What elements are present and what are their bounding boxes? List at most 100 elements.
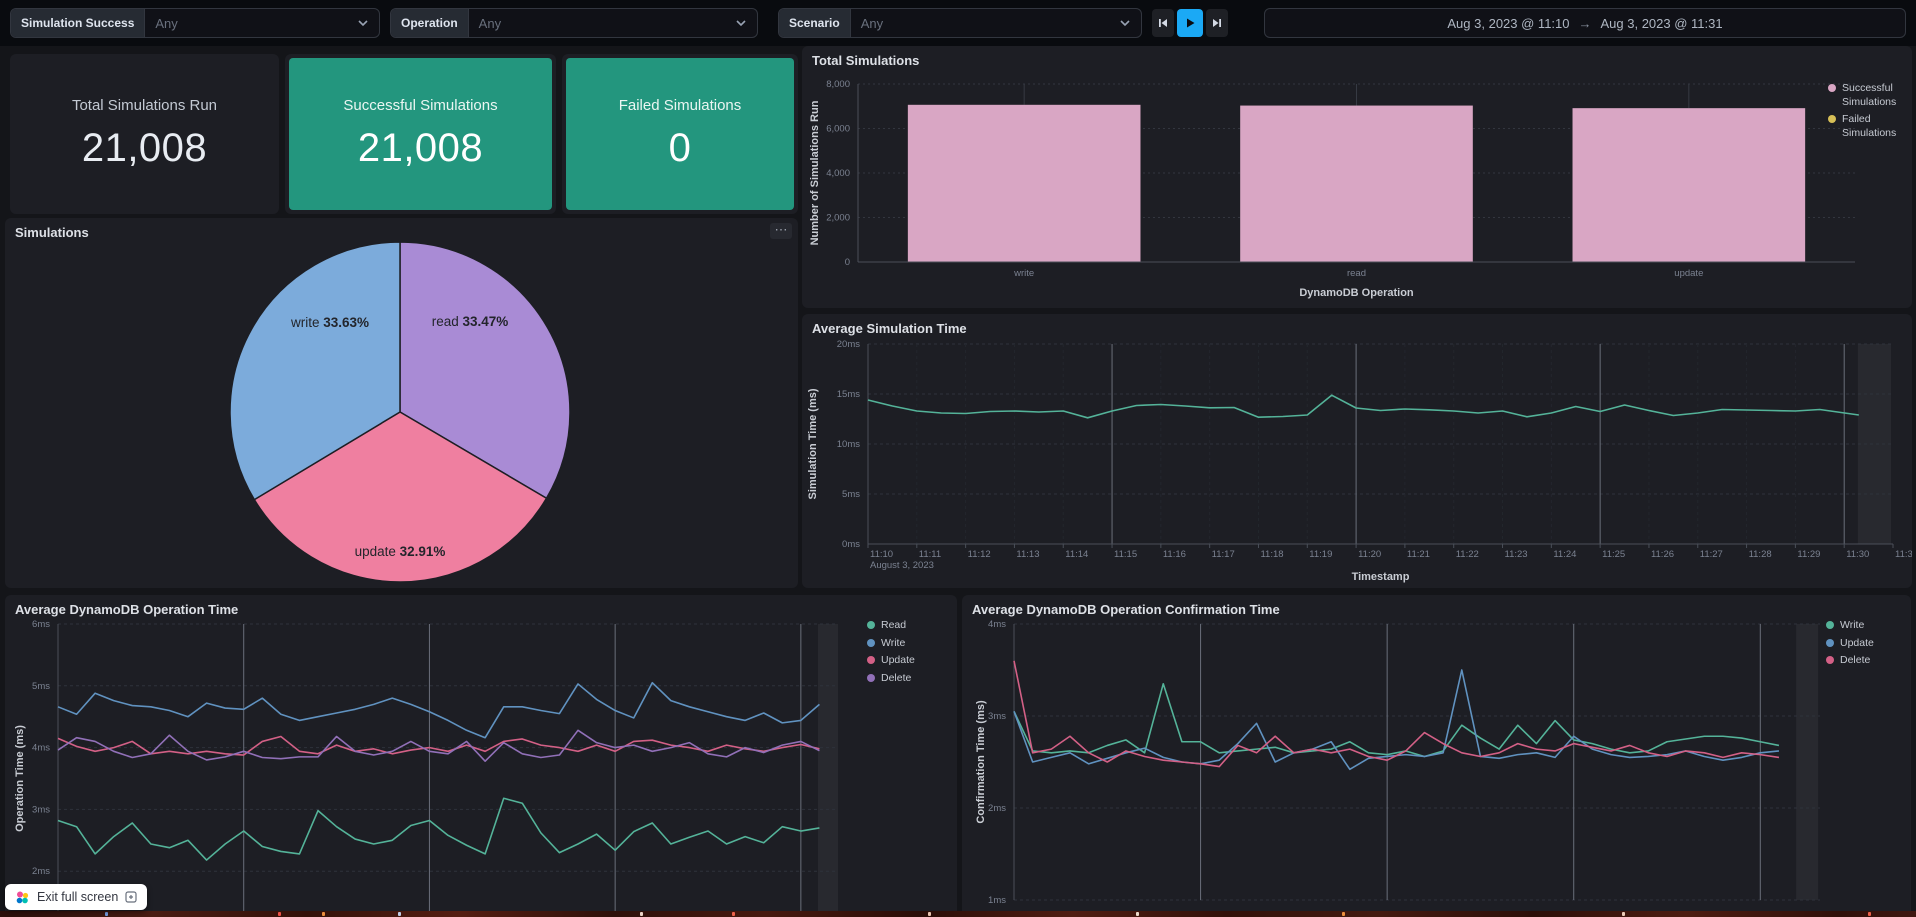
svg-text:11:28: 11:28 [1749, 549, 1772, 560]
legend-item[interactable]: Update [867, 654, 915, 668]
svg-text:11:24: 11:24 [1553, 549, 1576, 560]
filter-label: Operation [391, 9, 469, 37]
panel-total-simulations-bar: Total Simulations 0 2,000 4,000 6,000 8,000 w… [802, 46, 1912, 308]
svg-text:Confirmation Time (ms): Confirmation Time (ms) [975, 700, 987, 824]
filter-operation[interactable]: Operation Any [390, 8, 758, 38]
svg-text:11:29: 11:29 [1797, 549, 1820, 560]
legend-item[interactable]: Failed Simulations [1828, 113, 1912, 140]
panel-average-simulation-time: Average Simulation Time 0ms 5ms 10ms 15ms 20… [802, 314, 1912, 588]
chevron-down-icon[interactable] [355, 15, 371, 31]
legend-dot-icon [1826, 638, 1834, 647]
legend-label: Successful Simulations [1842, 82, 1897, 108]
svg-text:8,000: 8,000 [826, 79, 850, 90]
svg-text:5ms: 5ms [32, 681, 50, 692]
svg-text:4ms: 4ms [988, 619, 1006, 630]
average-operation-time-chart[interactable]: 2ms 3ms 4ms 5ms 6ms Operation Time (ms) [5, 595, 957, 917]
svg-text:update 32.91%: update 32.91% [355, 544, 446, 559]
svg-text:10ms: 10ms [837, 439, 860, 450]
svg-text:15ms: 15ms [837, 389, 860, 400]
legend-item[interactable]: Successful Simulations [1828, 82, 1912, 109]
stat-value: 0 [668, 126, 692, 170]
filter-value[interactable]: Any [478, 15, 502, 31]
panel-title: Average DynamoDB Operation Time [15, 602, 239, 617]
step-forward-button[interactable] [1206, 9, 1228, 37]
stat-successful-simulations: Successful Simulations 21,008 [285, 54, 556, 214]
svg-text:6,000: 6,000 [826, 124, 850, 135]
step-forward-icon [1213, 19, 1221, 27]
svg-text:11:31: 11:31 [1895, 549, 1912, 560]
svg-text:Simulation Time (ms): Simulation Time (ms) [807, 388, 819, 499]
svg-text:3ms: 3ms [32, 804, 50, 815]
filter-value[interactable]: Any [155, 15, 178, 31]
total-simulations-bar-chart[interactable]: 0 2,000 4,000 6,000 8,000 write read update Numb… [802, 46, 1912, 308]
legend-item[interactable]: Write [867, 637, 915, 651]
svg-text:11:18: 11:18 [1260, 549, 1283, 560]
legend-dot-icon [867, 656, 875, 665]
svg-text:11:21: 11:21 [1407, 549, 1430, 560]
panel-title: Average Simulation Time [812, 321, 967, 336]
play-icon [1187, 18, 1195, 28]
svg-text:DynamoDB Operation: DynamoDB Operation [1299, 287, 1414, 299]
legend-item[interactable]: Update [1826, 637, 1874, 651]
stat-total-simulations: Total Simulations Run 21,008 [10, 54, 279, 214]
svg-text:11:14: 11:14 [1065, 549, 1088, 560]
below-fold-panel-edge [0, 911, 1916, 917]
svg-text:Number of Simulations Run: Number of Simulations Run [809, 100, 821, 245]
svg-text:Operation Time (ms): Operation Time (ms) [14, 725, 26, 832]
play-button[interactable] [1177, 9, 1203, 37]
panel-title: Simulations [15, 225, 89, 240]
svg-text:2,000: 2,000 [826, 213, 850, 224]
legend-label: Update [1840, 636, 1874, 649]
legend-item[interactable]: Write [1826, 619, 1874, 633]
chevron-down-icon[interactable] [1117, 15, 1133, 31]
svg-text:update: update [1674, 268, 1703, 279]
step-backward-icon [1159, 19, 1167, 27]
svg-text:11:19: 11:19 [1309, 549, 1332, 560]
step-backward-button[interactable] [1152, 9, 1174, 37]
exit-full-screen-button[interactable]: Exit full screen [5, 884, 148, 910]
elastic-logo [16, 891, 29, 903]
legend-label: Failed Simulations [1842, 113, 1897, 139]
average-confirmation-time-chart[interactable]: 1ms 2ms 3ms 4ms Confirmation Time (ms) [962, 595, 1911, 917]
legend-label: Update [881, 654, 915, 667]
svg-text:11:20: 11:20 [1358, 549, 1381, 560]
legend-dot-icon [1826, 656, 1834, 665]
legend-label: Delete [1840, 654, 1871, 667]
svg-text:5ms: 5ms [842, 489, 860, 500]
svg-text:4,000: 4,000 [826, 168, 850, 179]
svg-text:11:23: 11:23 [1505, 549, 1528, 560]
svg-text:11:10: 11:10 [870, 549, 893, 560]
svg-text:11:22: 11:22 [1456, 549, 1479, 560]
filter-scenario[interactable]: Scenario Any [778, 8, 1142, 38]
time-range-to[interactable]: Aug 3, 2023 @ 11:31 [1600, 15, 1723, 31]
stat-value: 21,008 [81, 126, 208, 170]
legend-dot-icon [1826, 621, 1834, 629]
svg-text:11:17: 11:17 [1212, 549, 1235, 560]
simulations-pie-chart[interactable]: read 33.47% update 32.91% write 33.63% [5, 218, 798, 588]
legend-label: Read [881, 619, 907, 631]
panel-options-icon[interactable]: ⋯ [770, 223, 792, 239]
legend-item[interactable]: Delete [867, 672, 915, 686]
legend-dot-icon [1828, 84, 1836, 92]
panel-simulations-pie: Simulations ⋯ read 33.47% update 32.91% wr… [5, 218, 798, 588]
chevron-down-icon[interactable] [733, 15, 749, 31]
legend-label: Delete [881, 671, 912, 684]
time-range-picker[interactable]: Aug 3, 2023 @ 11:10 → Aug 3, 2023 @ 11:3… [1264, 8, 1906, 38]
filter-value[interactable]: Any [860, 15, 884, 31]
legend-dot-icon [867, 621, 875, 629]
average-simulation-time-chart[interactable]: 0ms 5ms 10ms 15ms 20ms 11:10 11:11 11:12 11:13 11… [802, 314, 1912, 588]
bar-chart-legend: Successful Simulations Failed Simulations [1828, 82, 1912, 141]
legend-item[interactable]: Delete [1826, 654, 1874, 668]
exit-fullscreen-icon [125, 891, 137, 903]
panel-title: Total Simulations [812, 53, 920, 68]
filter-simulation-success[interactable]: Simulation Success Any [10, 8, 380, 38]
legend-label: Write [1840, 619, 1865, 631]
legend-dot-icon [867, 673, 875, 682]
time-range-from[interactable]: Aug 3, 2023 @ 11:10 [1447, 15, 1570, 31]
legend-item[interactable]: Read [867, 619, 915, 633]
svg-text:20ms: 20ms [837, 339, 860, 350]
stat-title: Successful Simulations [343, 97, 498, 114]
panel-title: Average DynamoDB Operation Confirmation … [972, 602, 1280, 617]
svg-text:3ms: 3ms [988, 711, 1006, 722]
svg-text:2ms: 2ms [988, 803, 1006, 814]
